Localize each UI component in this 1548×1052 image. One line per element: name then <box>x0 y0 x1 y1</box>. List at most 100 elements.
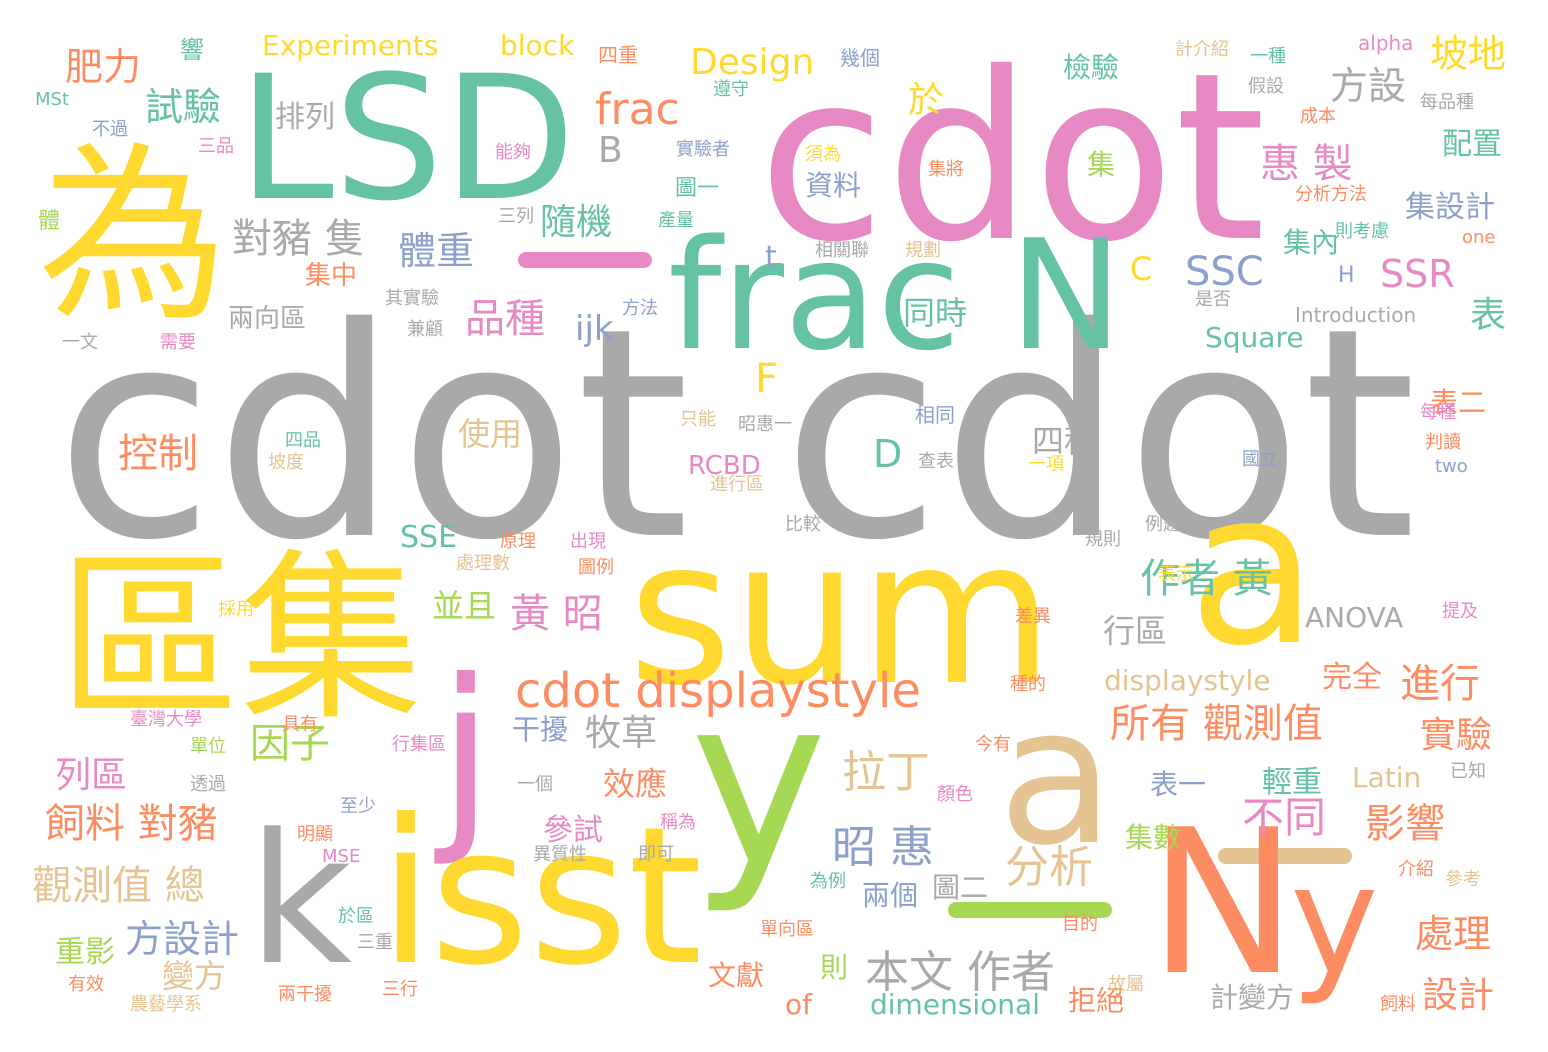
word: 兼顧 <box>407 319 443 340</box>
word: 目的 <box>1062 914 1098 935</box>
word: 提及 <box>1442 601 1478 622</box>
word: 重影 <box>55 935 115 970</box>
word: Square <box>1205 321 1304 354</box>
word: 出現 <box>570 531 606 552</box>
word: 原理 <box>500 531 536 552</box>
word: Introduction <box>1295 303 1416 327</box>
word: 單位 <box>190 736 226 757</box>
word: 黃 昭 <box>510 591 603 637</box>
word: cdot cdot <box>55 267 1417 604</box>
word: 牧草 <box>585 713 657 754</box>
word: 為 <box>38 126 228 347</box>
word: 假設 <box>1248 76 1284 97</box>
word: 國立 <box>1242 449 1278 470</box>
word: 表 <box>1470 295 1506 336</box>
word: 拒絕 <box>1068 984 1124 1017</box>
bar-glyph <box>518 252 652 268</box>
word: 坡地 <box>1430 32 1506 76</box>
word: 明顯 <box>297 824 333 845</box>
word: 區集 <box>58 533 422 745</box>
word: alpha <box>1358 31 1413 55</box>
word: 只能 <box>680 409 716 430</box>
word: 方設 <box>1330 64 1406 108</box>
word: 規劃 <box>905 240 941 261</box>
word: 分析 <box>1005 842 1093 893</box>
word: 坡度 <box>268 452 304 473</box>
word: 規則 <box>1085 529 1121 550</box>
word: 肥力 <box>65 45 141 89</box>
word: 拉丁 <box>842 747 930 798</box>
word: 行集區 <box>392 734 446 755</box>
word: 方設計 <box>125 917 239 961</box>
word: two <box>1435 456 1468 477</box>
word: 例題 <box>1145 514 1181 535</box>
word: 因子 <box>250 721 330 767</box>
word: C <box>1130 250 1152 288</box>
word: of <box>785 988 813 1021</box>
word: Experiments <box>262 29 438 62</box>
word: MSt <box>35 89 69 110</box>
word: 計介紹 <box>1175 39 1229 60</box>
word: dimensional <box>870 988 1040 1021</box>
word: 行區 <box>1103 612 1167 650</box>
word: 幾個 <box>840 46 880 70</box>
word: 於 <box>908 80 944 121</box>
word: 每品種 <box>1420 92 1474 113</box>
word: 兩向區 <box>228 304 306 334</box>
word: a <box>1188 445 1318 692</box>
word: 種的 <box>1010 674 1046 695</box>
word: 飼料 <box>1380 994 1416 1015</box>
word: 成本 <box>1300 106 1336 127</box>
word: 控制 <box>118 431 198 477</box>
word: 今有 <box>975 734 1011 755</box>
word: 效應 <box>603 765 667 803</box>
word: 集 <box>1087 148 1115 181</box>
word: 集內 <box>1283 226 1339 259</box>
word: 集數 <box>1125 821 1181 854</box>
word: 於區 <box>338 906 374 927</box>
word: 隨機 <box>540 202 612 243</box>
word: 圖二 <box>932 871 988 904</box>
word: 每種 <box>1420 402 1456 423</box>
word: 已知 <box>1450 761 1486 782</box>
word: 所有 觀測值 <box>1110 701 1323 747</box>
word: 一項 <box>1028 454 1064 475</box>
word: N <box>1148 787 1298 1020</box>
word: 進行區 <box>710 474 764 495</box>
word: 輕重 <box>1262 765 1322 800</box>
word: 透過 <box>190 774 226 795</box>
word: 兩個 <box>862 879 918 912</box>
word: 至少 <box>340 796 376 817</box>
word: 三重 <box>357 932 393 953</box>
word: 三列 <box>498 206 534 227</box>
word: 比較 <box>785 514 821 535</box>
word: D <box>873 432 902 476</box>
word: 響 <box>180 36 204 64</box>
word: Latin <box>1352 761 1421 794</box>
word: 故屬 <box>1108 974 1144 995</box>
word: RCBD <box>688 451 761 481</box>
word: 惠 製 <box>1260 141 1353 187</box>
word: frac N <box>668 207 1123 384</box>
word: 臺灣大學 <box>130 709 202 730</box>
word: y <box>1290 834 1379 1008</box>
word: 參考 <box>1445 869 1481 890</box>
word: 品種 <box>465 296 545 342</box>
word: j <box>434 637 494 870</box>
word: 遵守 <box>713 79 749 100</box>
word: SSC <box>1185 249 1264 295</box>
word: 三品 <box>198 136 234 157</box>
word: 相關聯 <box>815 240 869 261</box>
word: 觀測值 總 <box>32 863 205 909</box>
word: SSE <box>400 520 457 555</box>
word: 圖一 <box>675 176 719 201</box>
word: 稱為 <box>660 812 696 833</box>
word: 配置 <box>1442 127 1502 162</box>
word: 不同 <box>1242 793 1326 842</box>
word: 四品 <box>285 430 321 451</box>
word: block <box>500 29 575 62</box>
word: 處理 <box>1415 912 1491 956</box>
word: 判讀 <box>1425 432 1461 453</box>
